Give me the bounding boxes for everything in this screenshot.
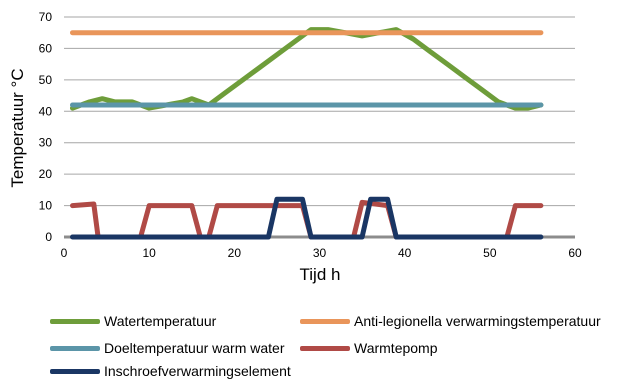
legend-swatch xyxy=(50,318,100,324)
y-tick-label: 50 xyxy=(39,73,53,87)
gridlines xyxy=(64,16,575,239)
legend-label: Warmtepomp xyxy=(354,340,438,356)
y-tick-label: 20 xyxy=(39,167,53,181)
y-tick-label: 0 xyxy=(45,230,52,244)
x-tick-label: 40 xyxy=(398,246,412,260)
x-axis-title: Tijd h xyxy=(300,265,341,284)
legend-item: Doeltemperatuur warm water xyxy=(50,340,285,356)
legend-label: Inschroefverwarmingselement xyxy=(104,363,291,379)
legend-item: Inschroefverwarmingselement xyxy=(50,363,291,379)
legend-item: Anti-legionella verwarmingstemperatuur xyxy=(300,313,601,329)
y-tick-label: 40 xyxy=(39,104,53,118)
legend-swatch xyxy=(300,318,350,324)
x-tick-label: 0 xyxy=(61,246,68,260)
x-tick-label: 60 xyxy=(568,246,582,260)
y-tick-label: 10 xyxy=(39,199,53,213)
y-axis-title: Temperatuur °C xyxy=(8,68,27,187)
legend-swatch xyxy=(300,345,350,351)
legend-label: Doeltemperatuur warm water xyxy=(104,340,285,356)
series-line-4 xyxy=(70,196,544,240)
x-tick-label: 10 xyxy=(142,246,156,260)
series-line-0 xyxy=(70,27,544,111)
legend-label: Watertemperatuur xyxy=(104,313,217,329)
x-tick-label: 50 xyxy=(483,246,497,260)
y-tick-label: 70 xyxy=(39,10,53,24)
legend-label: Anti-legionella verwarmingstemperatuur xyxy=(354,313,601,329)
legend-swatch xyxy=(50,345,100,351)
series-lines xyxy=(70,27,544,240)
legend-item: Warmtepomp xyxy=(300,340,438,356)
x-tick-label: 30 xyxy=(313,246,327,260)
legend-item: Watertemperatuur xyxy=(50,313,216,329)
y-tick-label: 60 xyxy=(39,41,53,55)
y-axis-ticks: 0 10 20 30 40 50 60 70 xyxy=(39,10,53,244)
x-axis-ticks: 0 10 20 30 40 50 60 xyxy=(61,246,582,260)
x-tick-label: 20 xyxy=(228,246,242,260)
y-tick-label: 30 xyxy=(39,136,53,150)
legend-swatch xyxy=(50,368,100,374)
line-chart: 0 10 20 30 40 50 60 70 0 10 20 30 40 50 60 Tijd h Tem… xyxy=(8,10,582,284)
